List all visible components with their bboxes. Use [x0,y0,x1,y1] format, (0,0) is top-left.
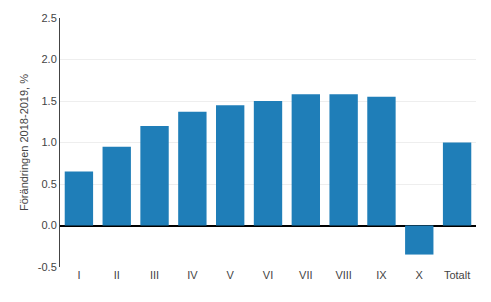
svg-text:2.5: 2.5 [42,12,57,24]
svg-text:2.0: 2.0 [42,53,57,65]
svg-text:X: X [416,269,424,281]
svg-text:0.5: 0.5 [42,178,57,190]
svg-text:1.0: 1.0 [42,136,57,148]
svg-text:Totalt: Totalt [444,269,470,281]
svg-text:IX: IX [376,269,387,281]
svg-text:VII: VII [299,269,312,281]
svg-text:I: I [77,269,80,281]
svg-text:II: II [114,269,120,281]
svg-text:VIII: VIII [335,269,352,281]
svg-text:Förändringen 2018-2019, %: Förändringen 2018-2019, % [18,74,30,211]
svg-text:1.5: 1.5 [42,95,57,107]
svg-text:-0.5: -0.5 [38,261,57,273]
svg-text:IV: IV [187,269,198,281]
svg-text:V: V [227,269,235,281]
svg-text:III: III [150,269,159,281]
svg-text:VI: VI [263,269,273,281]
svg-text:0.0: 0.0 [42,219,57,231]
